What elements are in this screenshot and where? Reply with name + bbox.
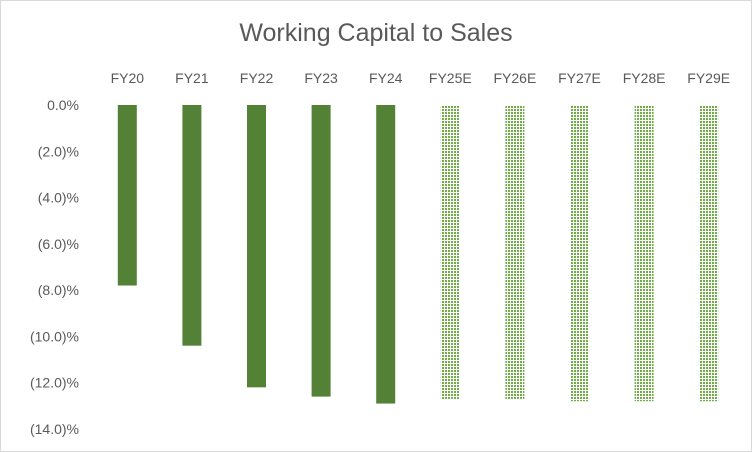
y-tick-label: (12.0)% [30,375,79,391]
bar-actual [376,105,396,404]
x-tick-label: FY24 [369,70,403,86]
bar-actual [117,105,137,286]
x-tick-label: FY20 [111,70,145,86]
y-tick-label: (8.0)% [38,282,79,298]
bar-estimate [699,105,719,402]
x-tick-label: FY21 [175,70,209,86]
bar-actual [311,105,331,397]
x-tick-label: FY29E [687,70,730,86]
y-tick-label: (6.0)% [38,236,79,252]
y-tick-label: (10.0)% [30,328,79,344]
x-tick-label: FY28E [623,70,666,86]
bar-estimate [440,105,460,399]
x-tick-label: FY25E [429,70,472,86]
bar-estimate [505,105,525,399]
x-tick-label: FY27E [558,70,601,86]
bar-estimate [570,105,589,402]
x-tick-label: FY23 [304,70,338,86]
y-tick-label: 0.0% [47,97,79,113]
bar-estimate [634,105,654,402]
chart-title: Working Capital to Sales [239,19,513,47]
bar-actual [182,105,202,346]
bar-actual [247,105,266,388]
x-tick-label: FY26E [493,70,536,86]
y-tick-label: (2.0)% [38,143,79,159]
y-tick-label: (14.0)% [30,421,79,437]
x-tick-label: FY22 [240,70,274,86]
y-tick-label: (4.0)% [38,190,79,206]
